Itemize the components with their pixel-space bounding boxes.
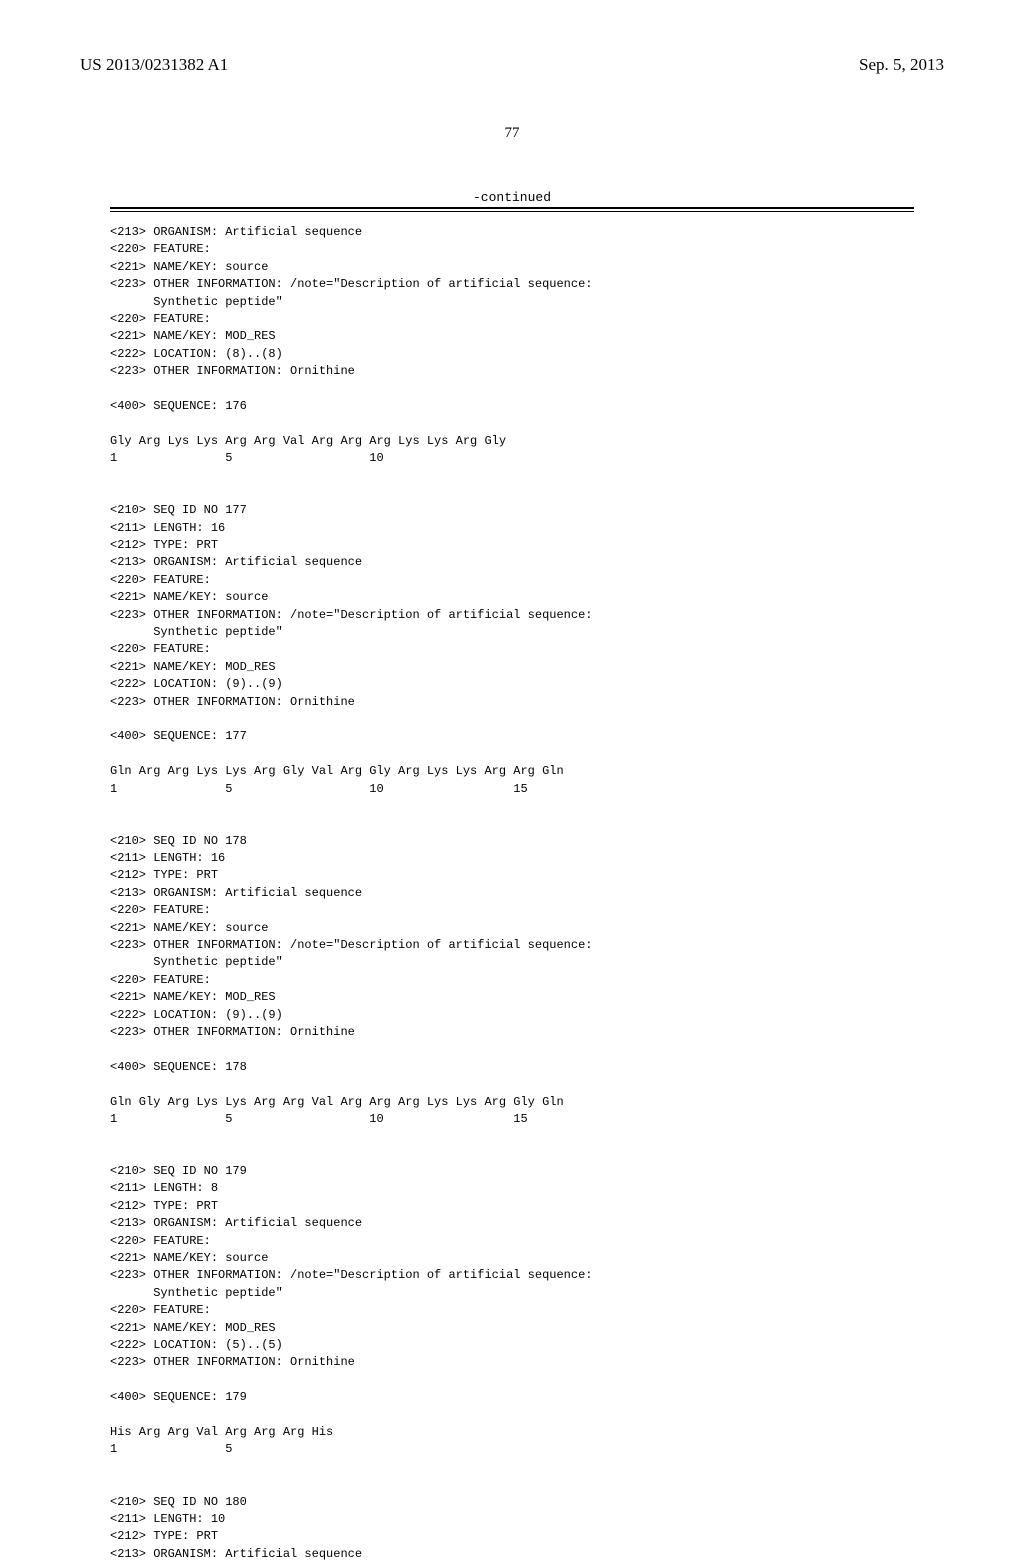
publication-date: Sep. 5, 2013 (859, 55, 944, 75)
patent-number: US 2013/0231382 A1 (80, 55, 228, 75)
page-number: 77 (0, 125, 1024, 142)
page-header: US 2013/0231382 A1 Sep. 5, 2013 (0, 0, 1024, 75)
rule-top-thick (110, 207, 914, 209)
sequence-listing: <213> ORGANISM: Artificial sequence <220… (110, 224, 1024, 1563)
continued-label: -continued (0, 190, 1024, 205)
rule-top-thin (110, 211, 914, 212)
